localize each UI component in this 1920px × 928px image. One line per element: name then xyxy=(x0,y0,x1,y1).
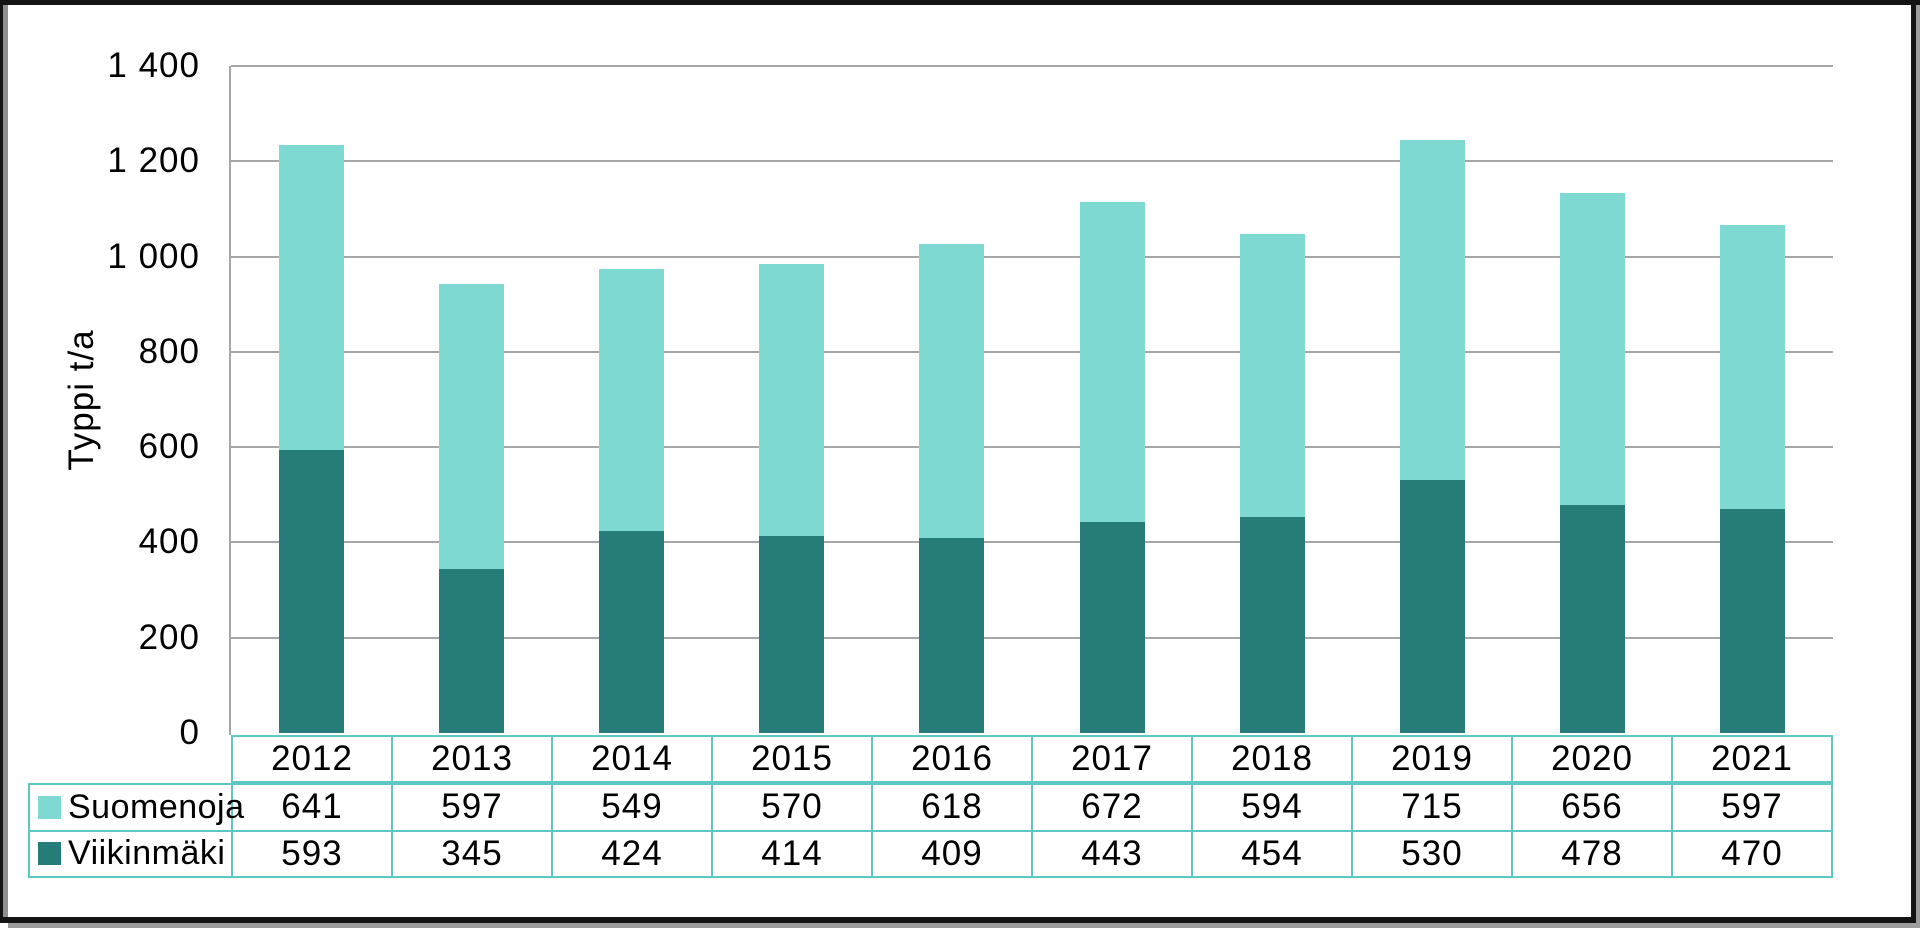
table-row-viikinmäki: Viikinmäki 593 345 424 414 409 443 454 530 478 470 xyxy=(30,831,1831,876)
table-cell-suomenoja-2016: 618 xyxy=(871,785,1031,830)
bar-suomenoja-2020 xyxy=(1560,192,1626,506)
table-row-suomenoja: Suomenoja 641 597 549 570 618 672 594 715 656 597 xyxy=(30,785,1831,832)
ytick-label-400: 400 xyxy=(138,522,200,562)
table-cell-viikinmäki-2017: 443 xyxy=(1031,831,1191,876)
table-cell-suomenoja-2018: 594 xyxy=(1191,785,1351,830)
table-cell-suomenoja-2019: 715 xyxy=(1351,785,1511,830)
ytick-label-1400: 1 400 xyxy=(107,46,200,85)
frame-border-top xyxy=(0,0,1920,5)
bar-suomenoja-2013 xyxy=(438,284,504,569)
legend-swatch-suomenoja xyxy=(38,795,61,819)
bar-suomenoja-2016 xyxy=(919,243,985,539)
gridline-1400 xyxy=(231,65,1833,67)
bar-viikinmäki-2014 xyxy=(599,530,664,733)
ytick-label-1200: 1 200 xyxy=(107,141,200,181)
y-axis-line xyxy=(229,66,231,735)
table-cell-suomenoja-2015: 570 xyxy=(711,785,871,830)
frame-shadow-left xyxy=(3,5,8,918)
ytick-label-800: 800 xyxy=(138,331,200,371)
gridline-200 xyxy=(231,636,1833,639)
table-year-2013: 2013 xyxy=(391,737,551,781)
bar-viikinmäki-2017 xyxy=(1079,521,1145,733)
table-year-2021: 2021 xyxy=(1671,737,1831,781)
bar-viikinmäki-2019 xyxy=(1400,480,1465,733)
table-cell-suomenoja-2012: 641 xyxy=(281,787,343,827)
table-year-2014: 2014 xyxy=(551,737,711,781)
frame-border-bottom xyxy=(0,917,1916,923)
legend-swatch-viikinmäki xyxy=(38,842,61,866)
table-cell-viikinmäki-2014: 424 xyxy=(551,831,711,876)
table-year-2012: 2012 xyxy=(271,739,353,778)
table-cell-suomenoja-2014: 549 xyxy=(551,785,711,830)
table-cell-viikinmäki-2013: 345 xyxy=(391,831,551,876)
legend-label-viikinmäki: Viikinmäki xyxy=(68,834,226,873)
gridline-1000 xyxy=(231,255,1833,258)
table-year-2017: 2017 xyxy=(1031,737,1191,781)
legend-cell-viikinmäki: Viikinmäki xyxy=(30,831,233,876)
frame-border-right xyxy=(1911,0,1916,923)
gridline-600 xyxy=(231,446,1833,449)
table-cell-suomenoja-2021: 597 xyxy=(1671,785,1831,830)
table-cell-suomenoja-2020: 656 xyxy=(1511,785,1671,830)
gridline-800 xyxy=(231,350,1833,353)
bar-suomenoja-2018 xyxy=(1239,233,1305,517)
data-table-rows: Suomenoja 641 597 549 570 618 672 594 715 656 597 V… xyxy=(28,783,1833,878)
bar-suomenoja-2012 xyxy=(278,145,344,451)
bar-viikinmäki-2013 xyxy=(438,568,504,733)
frame-border-left xyxy=(0,0,3,923)
bar-suomenoja-2019 xyxy=(1400,139,1465,481)
bar-viikinmäki-2018 xyxy=(1239,516,1305,733)
legend-cell-suomenoja: Suomenoja xyxy=(30,785,244,830)
table-cell-viikinmäki-2016: 409 xyxy=(871,831,1031,876)
bar-viikinmäki-2012 xyxy=(278,450,344,733)
table-cell-viikinmäki-2019: 530 xyxy=(1351,831,1511,876)
table-cell-suomenoja-2013: 597 xyxy=(391,785,551,830)
table-cell-viikinmäki-2012: 593 xyxy=(281,833,343,873)
ytick-label-600: 600 xyxy=(138,427,200,467)
table-cell-viikinmäki-2021: 470 xyxy=(1671,831,1831,876)
bar-viikinmäki-2015 xyxy=(759,535,825,733)
table-cell-viikinmäki-2015: 414 xyxy=(711,831,871,876)
bar-suomenoja-2014 xyxy=(599,269,664,531)
table-year-header-row: 2012 2013 2014 2015 2016 2017 2018 2019 2020 2021 xyxy=(231,735,1833,783)
gridline-1200 xyxy=(231,160,1833,163)
table-year-2020: 2020 xyxy=(1511,737,1671,781)
frame-shadow-right xyxy=(1916,5,1920,928)
ytick-label-200: 200 xyxy=(138,617,200,657)
table-year-2018: 2018 xyxy=(1191,737,1351,781)
ytick-label-1000: 1 000 xyxy=(107,236,200,276)
bar-suomenoja-2021 xyxy=(1720,224,1786,510)
gridline-400 xyxy=(231,541,1833,544)
bar-viikinmäki-2021 xyxy=(1720,509,1786,733)
table-year-2019: 2019 xyxy=(1351,737,1511,781)
frame-shadow-bottom xyxy=(8,923,1920,928)
bar-viikinmäki-2020 xyxy=(1560,505,1626,733)
legend-label-suomenoja: Suomenoja xyxy=(68,787,245,826)
ytick-label-0: 0 xyxy=(179,713,200,752)
table-year-2016: 2016 xyxy=(871,737,1031,781)
bar-suomenoja-2017 xyxy=(1079,201,1145,522)
table-cell-viikinmäki-2018: 454 xyxy=(1191,831,1351,876)
table-cell-suomenoja-2017: 672 xyxy=(1031,785,1191,830)
bar-suomenoja-2015 xyxy=(759,264,825,536)
bar-viikinmäki-2016 xyxy=(919,538,985,733)
table-cell-viikinmäki-2020: 478 xyxy=(1511,831,1671,876)
table-year-2015: 2015 xyxy=(711,737,871,781)
